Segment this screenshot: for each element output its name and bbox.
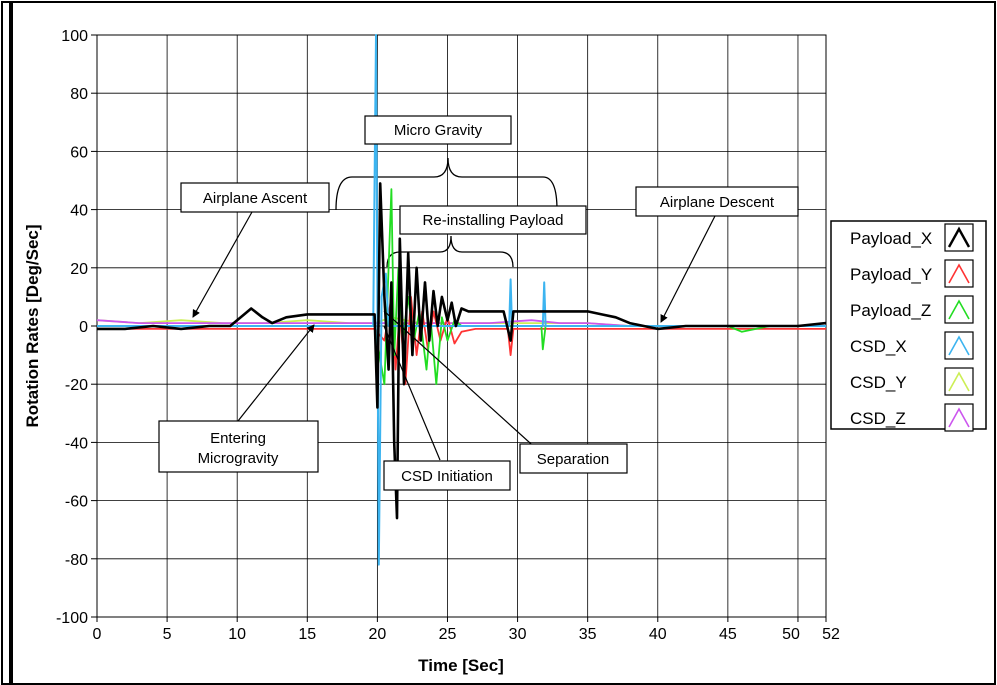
micro-gravity-bracket [335,157,558,211]
left-border [9,2,13,685]
x-tick-label: 45 [719,626,737,643]
svg-text:Re-installing Payload: Re-installing Payload [423,212,564,229]
annotation-airplane-ascent: Airplane Ascent [180,182,330,213]
x-tick-label: 0 [93,626,102,643]
entering-microgravity-label: Entering Microgravity [198,430,279,467]
x-tick-label: 52 [822,626,840,643]
legend-item-csd-y: CSD_Y [850,367,974,396]
legend-item-payload-y: Payload_Y [850,259,974,288]
annotation-brackets [335,157,558,268]
x-tick-label: 10 [228,626,246,643]
x-axis-title: Time [Sec] [418,656,504,675]
y-tick-label: 60 [70,144,88,161]
y-tick-label: -20 [65,377,88,394]
entering-microgravity-arrow [237,324,315,422]
y-tick-label: 100 [61,28,88,45]
legend-item-csd-x: CSD_X [850,331,974,360]
x-tick-label: 25 [439,626,457,643]
annotation-arrows [192,211,717,461]
y-tick-label: 20 [70,261,88,278]
y-tick-label: 0 [79,319,88,336]
legend-swatch-line [947,226,971,248]
legend-label: CSD_Z [850,409,906,428]
x-tick-label: 5 [163,626,172,643]
annotation-micro-gravity: Micro Gravity [364,115,512,145]
legend-item-payload-z: Payload_Z [850,295,974,324]
x-axis-ticks: 0 5 10 15 20 25 30 35 40 45 50 52 [93,617,840,643]
x-tick-label: 35 [579,626,597,643]
x-tick-label: 30 [509,626,527,643]
annotation-airplane-descent: Airplane Descent [635,186,799,217]
x-tick-label: 20 [368,626,386,643]
legend-swatch-line [948,263,970,284]
annotation-re-installing-payload: Re-installing Payload [399,205,587,235]
y-tick-label: 80 [70,86,88,103]
legend-item-csd-z: CSD_Z [850,403,974,432]
x-tick-label: 40 [649,626,667,643]
legend-label: CSD_X [850,337,907,356]
svg-text:Micro Gravity: Micro Gravity [394,122,483,139]
legend-swatch-line [948,299,970,320]
x-tick-label: 15 [298,626,316,643]
legend-label: CSD_Y [850,373,907,392]
legend-item-payload-x: Payload_X [850,223,974,252]
legend-box [830,220,987,430]
series-line-payload-x [97,182,827,520]
re-installing-payload-bracket [386,235,514,268]
svg-text:Airplane Ascent: Airplane Ascent [203,190,308,207]
csd-initiation-arrow [383,325,441,461]
svg-text:Airplane Descent: Airplane Descent [660,194,775,211]
legend-swatch-line [948,371,970,392]
y-tick-label: -100 [56,610,88,627]
annotation-entering-microgravity: Entering Microgravity [158,420,319,473]
y-tick-label: -40 [65,435,88,452]
y-axis-title: Rotation Rates [Deg/Sec] [23,224,42,427]
separation-arrow [383,310,541,453]
ascent-arrow [192,211,253,318]
svg-text:CSD Initiation: CSD Initiation [401,468,493,485]
annotation-separation: Separation [519,443,628,474]
legend-swatch-line [948,407,970,428]
legend-label: Payload_X [850,229,932,248]
legend-label: Payload_Y [850,265,932,284]
svg-text:Separation: Separation [537,451,610,468]
data-series [96,34,827,566]
legend-swatch-line [948,335,970,356]
legend-label: Payload_Z [850,301,931,320]
x-tick-label: 50 [782,626,800,643]
y-tick-label: 40 [70,203,88,220]
legend: Payload_X Payload_Y Payload_Z CSD_X CSD_Y CSD… [830,220,987,432]
y-axis-ticks: 100 80 60 40 20 0 -20 -40 -60 -80 -100 [56,28,97,627]
descent-arrow [660,213,717,323]
y-tick-label: -60 [65,494,88,511]
annotation-csd-initiation: CSD Initiation [383,460,511,491]
y-tick-label: -80 [65,552,88,569]
